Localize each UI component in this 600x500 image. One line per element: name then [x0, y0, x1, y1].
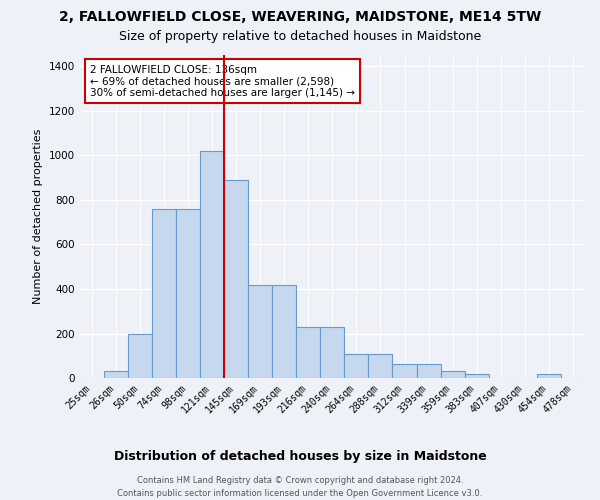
- Bar: [320, 327, 344, 378]
- Text: 2, FALLOWFIELD CLOSE, WEAVERING, MAIDSTONE, ME14 5TW: 2, FALLOWFIELD CLOSE, WEAVERING, MAIDSTO…: [59, 10, 541, 24]
- Bar: [368, 354, 392, 378]
- Text: 2 FALLOWFIELD CLOSE: 136sqm
← 69% of detached houses are smaller (2,598)
30% of : 2 FALLOWFIELD CLOSE: 136sqm ← 69% of det…: [90, 64, 355, 98]
- Bar: [128, 334, 152, 378]
- Y-axis label: Number of detached properties: Number of detached properties: [33, 129, 43, 304]
- Bar: [152, 209, 176, 378]
- Bar: [464, 374, 489, 378]
- Text: Size of property relative to detached houses in Maidstone: Size of property relative to detached ho…: [119, 30, 481, 43]
- Text: Contains HM Land Registry data © Crown copyright and database right 2024.: Contains HM Land Registry data © Crown c…: [137, 476, 463, 485]
- Bar: [440, 372, 464, 378]
- Text: Contains public sector information licensed under the Open Government Licence v3: Contains public sector information licen…: [118, 488, 482, 498]
- Bar: [104, 372, 128, 378]
- Text: Distribution of detached houses by size in Maidstone: Distribution of detached houses by size …: [113, 450, 487, 463]
- Bar: [248, 284, 272, 378]
- Bar: [416, 364, 440, 378]
- Bar: [272, 284, 296, 378]
- Bar: [296, 327, 320, 378]
- Bar: [224, 180, 248, 378]
- Bar: [176, 209, 200, 378]
- Bar: [200, 151, 224, 378]
- Bar: [392, 364, 416, 378]
- Bar: [537, 374, 561, 378]
- Bar: [344, 354, 368, 378]
